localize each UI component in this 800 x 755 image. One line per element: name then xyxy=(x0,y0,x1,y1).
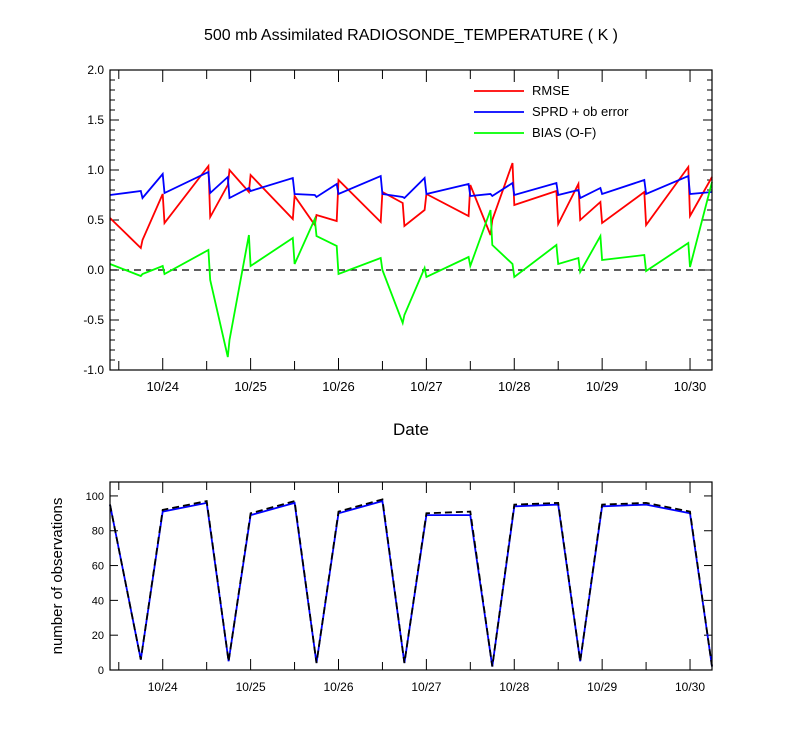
panel2-xtick-label: 10/28 xyxy=(499,680,529,694)
panel2-series-series-2 xyxy=(109,498,713,667)
panel2-ytick-label: 60 xyxy=(92,561,104,573)
panel1-xtick-label: 10/30 xyxy=(674,379,707,394)
panel1-xtick-label: 10/28 xyxy=(498,379,531,394)
panel1-xtick-label: 10/29 xyxy=(586,379,619,394)
legend-label-2: SPRD + ob error xyxy=(532,104,629,119)
panel2-series-series-1 xyxy=(109,499,713,667)
panel1-series-bias-o-f xyxy=(109,181,713,358)
panel1-frame xyxy=(109,69,713,371)
legend-label-3: BIAS (O-F) xyxy=(532,125,596,140)
panel1-ytick-label: 2.0 xyxy=(87,63,104,77)
panel1-ytick-label: 0.0 xyxy=(87,263,104,277)
panel1-xtick-label: 10/27 xyxy=(410,379,443,394)
panel2-xtick-label: 10/26 xyxy=(323,680,353,694)
panel2-xtick-label: 10/29 xyxy=(587,680,617,694)
panel1-xtick-label: 10/26 xyxy=(322,379,355,394)
panel2-ytick-label: 80 xyxy=(92,526,104,538)
panel2-frame xyxy=(109,481,713,671)
panel2-xtick-label: 10/24 xyxy=(148,680,178,694)
legend-label-1: RMSE xyxy=(532,83,570,98)
x-axis-label: Date xyxy=(393,420,429,439)
chart-title: 500 mb Assimilated RADIOSONDE_TEMPERATUR… xyxy=(204,27,618,44)
panel2-ytick-label: 0 xyxy=(98,665,104,677)
panel1-xtick-label: 10/25 xyxy=(234,379,267,394)
panel2-xtick-label: 10/27 xyxy=(411,680,441,694)
y-axis-label: number of observations xyxy=(49,498,66,655)
panel1-series-sprd-ob-error xyxy=(109,170,713,200)
panel1-xtick-label: 10/24 xyxy=(146,379,179,394)
panel2-xtick-label: 10/30 xyxy=(675,680,705,694)
panel1-ytick-label: -1.0 xyxy=(83,363,104,377)
panel1-ytick-label: 1.5 xyxy=(87,113,104,127)
panel2-xtick-label: 10/25 xyxy=(236,680,266,694)
panel2-ytick-label: 40 xyxy=(92,595,104,607)
panel2-ytick-label: 100 xyxy=(86,491,104,503)
panel1-ytick-label: 0.5 xyxy=(87,213,104,227)
panel1-ytick-label: -0.5 xyxy=(83,313,104,327)
panel2-ytick-label: 20 xyxy=(92,630,104,642)
panel1-ytick-label: 1.0 xyxy=(87,163,104,177)
panel1-series-rmse xyxy=(109,162,713,250)
